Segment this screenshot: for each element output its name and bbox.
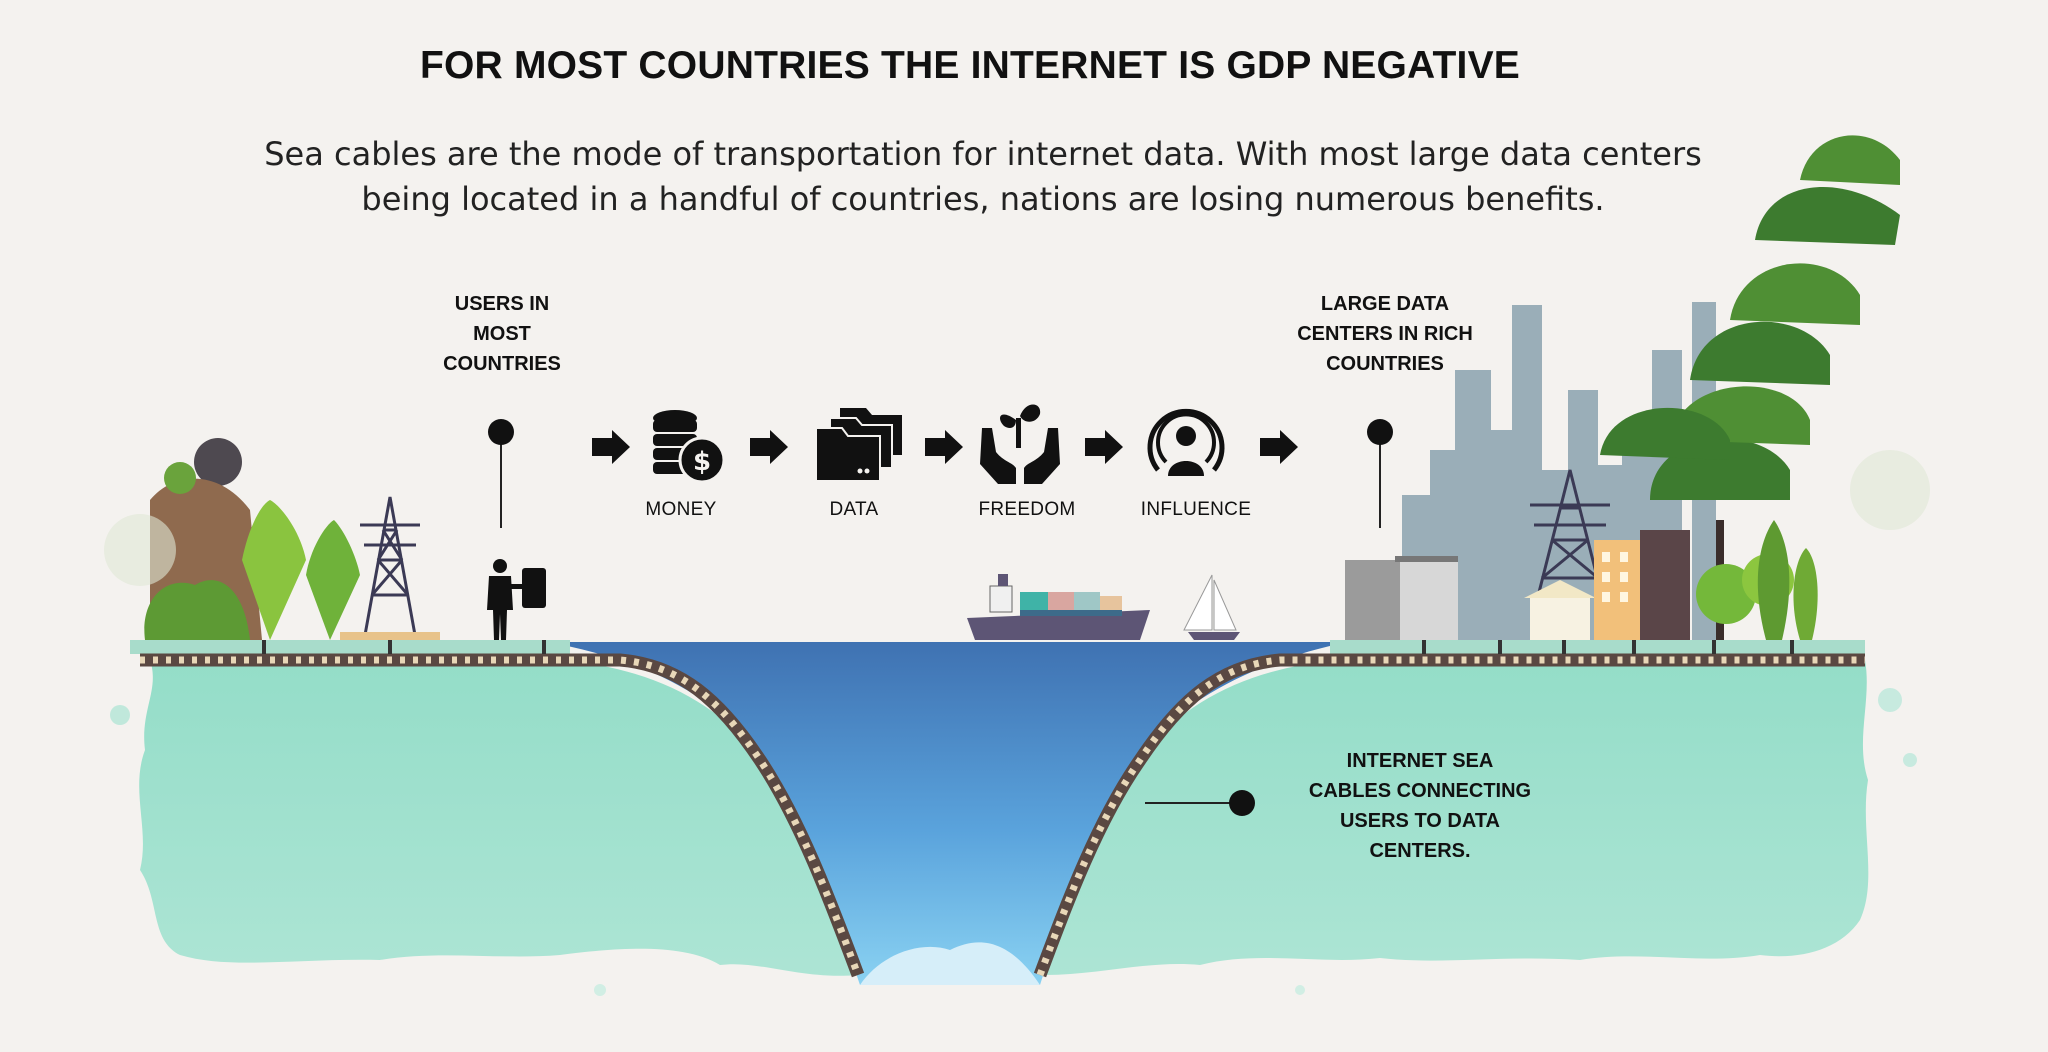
page-title: FOR MOST COUNTRIES THE INTERNET IS GDP N… xyxy=(419,44,1521,87)
flow-label-data: DATA xyxy=(829,499,879,520)
subtitle-line: Sea cables are the mode of transportatio… xyxy=(264,135,1702,173)
subtitle: Sea cables are the mode of transportatio… xyxy=(230,132,1736,222)
subtitle-line: being located in a handful of countries,… xyxy=(361,180,1605,218)
cable-pin-dot xyxy=(1229,790,1255,816)
tree-dark-round xyxy=(194,438,242,486)
right-land xyxy=(1045,660,1869,975)
tree-cypress xyxy=(1793,548,1818,640)
arrow-right-icon xyxy=(1085,430,1123,464)
broadcast-person-icon xyxy=(1147,408,1225,476)
hands-sprout-icon xyxy=(980,404,1060,484)
bush-green xyxy=(144,580,250,640)
paint-splash xyxy=(1878,688,1902,712)
seabed-splash xyxy=(860,942,1040,985)
callout-line: USERS IN xyxy=(454,293,550,315)
user-figure xyxy=(487,559,546,640)
cables-callout: INTERNET SEA CABLES CONNECTING USERS TO … xyxy=(1280,746,1560,866)
users-pin-dot xyxy=(488,419,514,445)
arrow-right-icon xyxy=(925,430,963,464)
paint-splash xyxy=(1295,985,1305,995)
power-tower-left xyxy=(360,496,420,636)
flow-label-influence: INFLUENCE xyxy=(1140,499,1252,520)
callout-line: COUNTRIES xyxy=(1326,353,1444,375)
paint-blob xyxy=(104,514,176,586)
arrow-right-icon xyxy=(592,430,630,464)
cable-posts xyxy=(262,640,1794,654)
cargo-ship xyxy=(967,574,1150,640)
right-shore-strip xyxy=(1330,640,1865,654)
paint-splash xyxy=(594,984,606,996)
callout-line: CENTERS. xyxy=(1369,840,1471,862)
houses xyxy=(1524,530,1690,640)
flow-label-money: MONEY xyxy=(645,499,717,520)
callout-line: CABLES CONNECTING xyxy=(1308,780,1532,802)
left-shore-strip xyxy=(130,640,570,654)
folders-icon xyxy=(815,408,902,482)
arrow-right-icon xyxy=(750,430,788,464)
ocean-water xyxy=(548,642,1348,985)
tree-round-green xyxy=(1696,564,1756,624)
sailboat xyxy=(1183,574,1240,640)
coins-dollar-icon: $ xyxy=(653,410,726,484)
datacenter-pin-dot xyxy=(1367,419,1393,445)
paint-blob xyxy=(1850,450,1930,530)
callout-line: MOST xyxy=(473,323,531,345)
tree-green-tall xyxy=(306,520,360,640)
data-center-building xyxy=(1345,556,1458,640)
callout-line: COUNTRIES xyxy=(443,353,561,375)
callout-line: CENTERS IN RICH xyxy=(1297,323,1473,345)
ground-patch xyxy=(340,632,440,640)
tree-green-round xyxy=(164,462,196,494)
svg-text:$: $ xyxy=(693,447,711,477)
tree-cypress xyxy=(1757,520,1790,640)
callout-line: INTERNET SEA xyxy=(1346,750,1494,772)
datacenters-callout: LARGE DATA CENTERS IN RICH COUNTRIES xyxy=(1265,289,1505,379)
callout-line: USERS TO DATA xyxy=(1339,810,1500,832)
flow-label-freedom: FREEDOM xyxy=(978,499,1076,520)
paint-splash xyxy=(110,705,130,725)
arrow-right-icon xyxy=(1260,430,1298,464)
sea-cable-stripes xyxy=(140,656,1865,977)
paint-splash xyxy=(1903,753,1917,767)
users-callout: USERS IN MOST COUNTRIES xyxy=(402,289,602,379)
tree-green-tall xyxy=(242,500,306,640)
callout-line: LARGE DATA xyxy=(1320,293,1450,315)
flow-arrows xyxy=(592,430,1298,464)
left-land xyxy=(139,660,859,976)
